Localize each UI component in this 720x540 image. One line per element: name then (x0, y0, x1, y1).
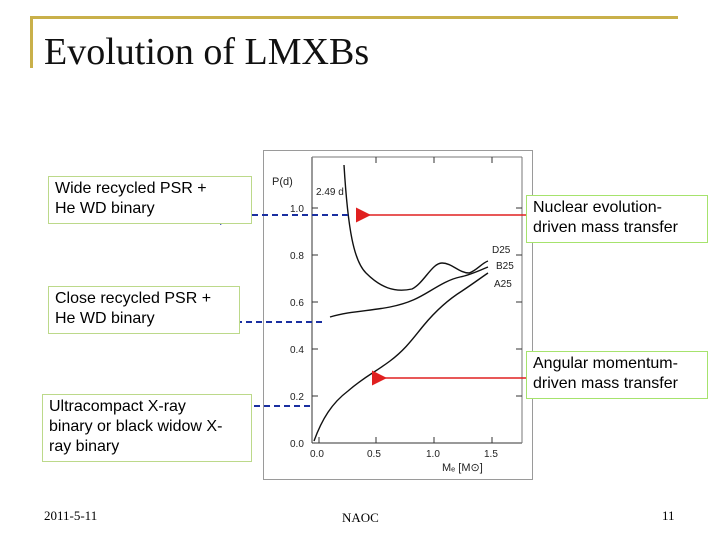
curve-label: B25 (496, 261, 514, 272)
curve-a25 (313, 272, 489, 442)
plot-svg: 0.0 0.2 0.4 0.6 0.8 1.0 0.0 0.5 1.0 1.5 … (272, 156, 523, 474)
ytick-label: 1.0 (290, 204, 304, 215)
curve-d25 (343, 164, 489, 291)
footer-organization: NAOC (342, 510, 379, 525)
xtick-label: 1.0 (426, 449, 440, 460)
curve-b25 (329, 266, 489, 318)
slide-title: Evolution of LMXBs (44, 31, 370, 73)
ytick-label: 0.8 (290, 251, 304, 262)
frame-top-line (30, 16, 678, 19)
wide-binary-callout: Wide recycled PSR + He WD binary (48, 176, 252, 224)
ytick-label: 0.4 (290, 345, 304, 356)
curve-label: A25 (494, 279, 512, 290)
ytick-label: 0.2 (290, 392, 304, 403)
callout-line: Nuclear evolution- (533, 199, 662, 216)
footer-date: 2011-5-11 (44, 508, 98, 523)
period-annotation: 2.49 d (316, 187, 344, 198)
ultracompact-callout: Ultracompact X-ray binary or black widow… (42, 394, 252, 462)
close-binary-callout: Close recycled PSR + He WD binary (48, 286, 240, 334)
callout-line: ray binary (49, 438, 120, 455)
xtick-label: 0.0 (310, 449, 324, 460)
callout-line: Ultracompact X-ray (49, 398, 186, 415)
curve-label: D25 (492, 245, 511, 256)
frame-left-line (30, 16, 33, 68)
callout-line: He WD binary (55, 200, 155, 217)
callout-line: He WD binary (55, 310, 155, 327)
xtick-label: 0.5 (367, 449, 381, 460)
callout-line: Angular momentum- (533, 355, 678, 372)
page-number: 11 (662, 508, 675, 523)
callout-line: Close recycled PSR + (55, 290, 212, 307)
xtick-label: 1.5 (484, 449, 498, 460)
callout-line: driven mass transfer (533, 219, 678, 236)
y-axis-label: P(d) (272, 176, 293, 188)
ytick-label: 0.0 (290, 439, 304, 450)
nuclear-evolution-callout: Nuclear evolution- driven mass transfer (526, 195, 708, 243)
callout-line: binary or black widow X- (49, 418, 223, 435)
callout-line: driven mass transfer (533, 375, 678, 392)
x-axis-label: Mₑ [M⊙] (442, 462, 483, 474)
callout-line: Wide recycled PSR + (55, 180, 207, 197)
tick-marks (312, 157, 522, 444)
angular-momentum-callout: Angular momentum- driven mass transfer (526, 351, 708, 399)
ytick-label: 0.6 (290, 298, 304, 309)
period-mass-plot: 0.0 0.2 0.4 0.6 0.8 1.0 0.0 0.5 1.0 1.5 … (263, 150, 533, 480)
